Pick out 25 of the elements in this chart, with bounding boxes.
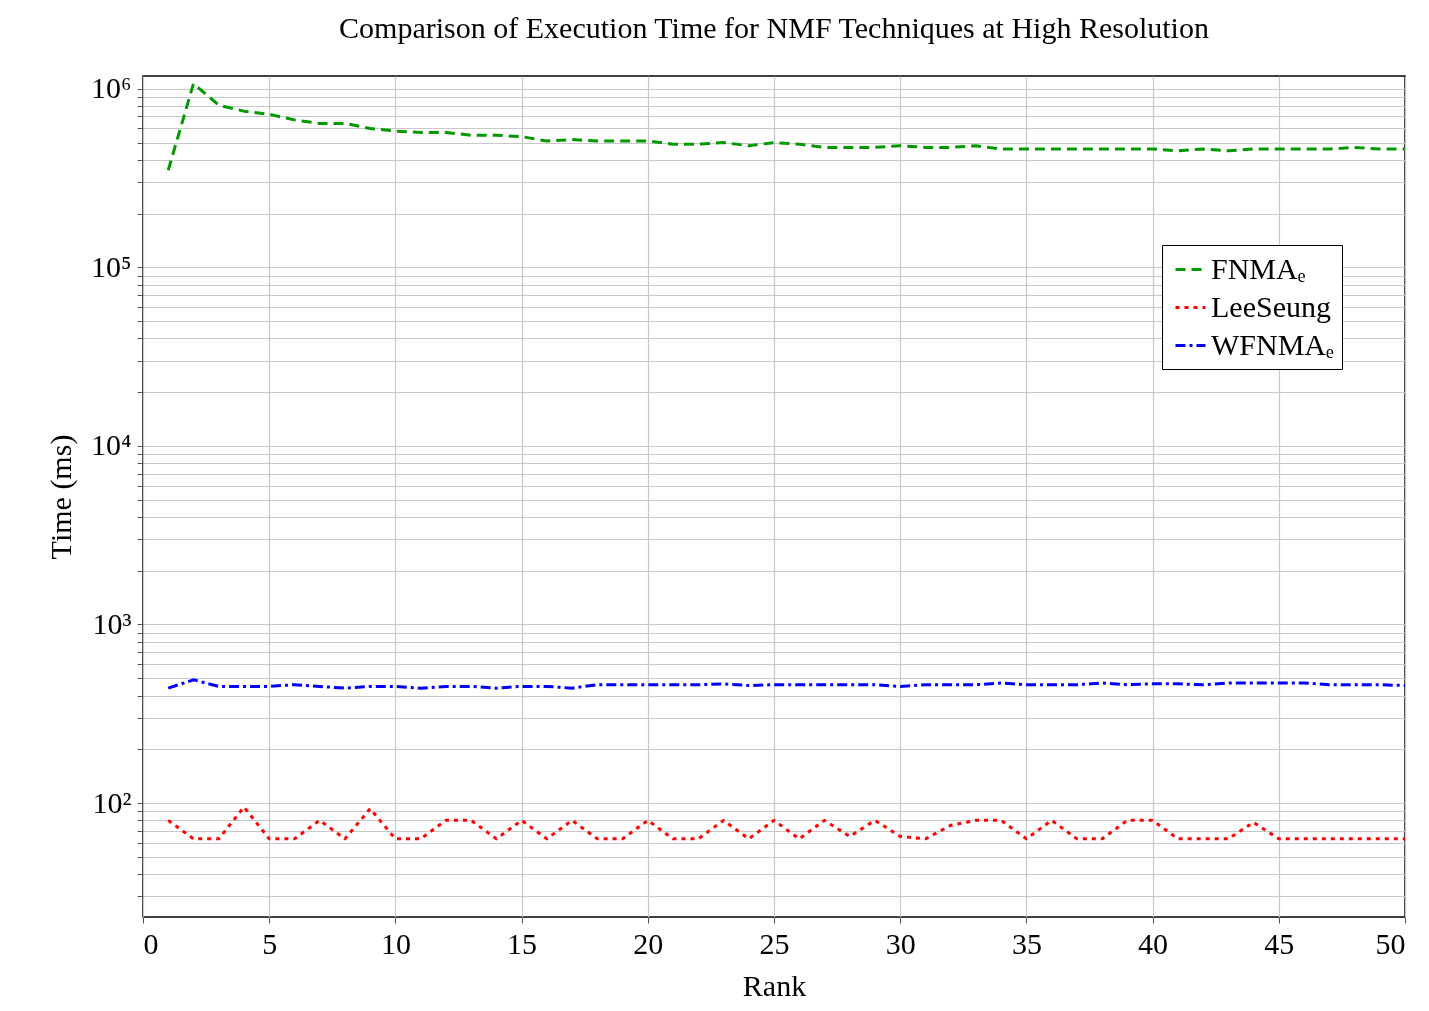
x-tick-label: 35: [1011, 926, 1042, 960]
y-tick-label: 10⁴: [91, 428, 132, 462]
legend-label: WFNMAₑ: [1211, 327, 1334, 361]
chart-title: Comparison of Execution Time for NMF Techniques at High Resolution: [339, 10, 1209, 44]
x-tick-label: 45: [1264, 926, 1295, 960]
y-tick-label: 10²: [92, 785, 132, 819]
legend-label: LeeSeung: [1211, 289, 1331, 323]
x-tick-label: 5: [262, 926, 278, 960]
y-tick-label: 10⁶: [91, 71, 132, 105]
line-series: [166, 805, 1405, 841]
x-tick-label: 10: [380, 926, 411, 960]
x-tick-label: 50: [1375, 926, 1406, 960]
x-tick-label: 25: [759, 926, 790, 960]
x-axis-title: Rank: [742, 968, 807, 1002]
y-tick-label: 10³: [92, 606, 132, 640]
legend-label: FNMAₑ: [1211, 251, 1306, 285]
x-tick-label: 40: [1138, 926, 1169, 960]
y-axis-title: Time (ms): [44, 434, 79, 560]
x-tick-label: 15: [507, 926, 538, 960]
line-series: [166, 678, 1405, 690]
line-series: [166, 82, 1405, 172]
x-tick-label: 20: [633, 926, 664, 960]
x-tick-label: 0: [143, 926, 159, 960]
y-tick-label: 10⁵: [91, 249, 132, 283]
x-tick-label: 30: [885, 926, 916, 960]
